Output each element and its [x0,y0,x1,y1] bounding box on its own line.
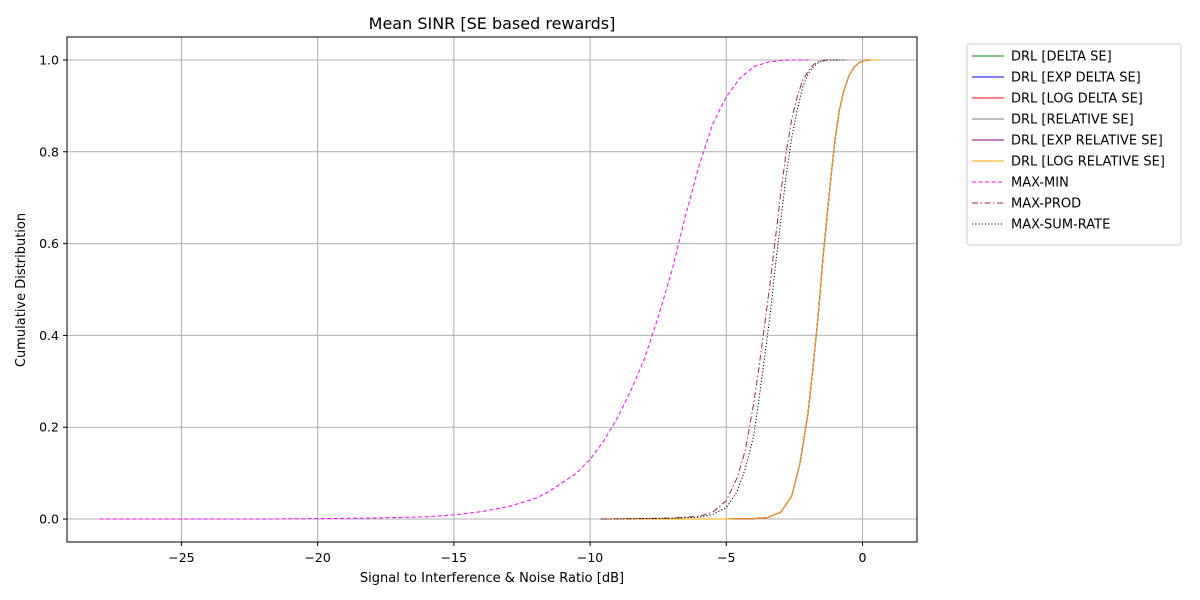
y-tick-label: 0.4 [39,328,59,343]
legend: DRL [DELTA SE] DRL [EXP DELTA SE] DRL [LOG… [966,43,1182,246]
legend-label: DRL [RELATIVE SE] [1011,113,1134,128]
legend-label: DRL [LOG RELATIVE SE] [1011,155,1165,170]
x-axis-label: Signal to Interference & Noise Ratio [dB… [360,571,624,586]
legend-label: MAX-PROD [1011,197,1081,212]
y-tick-label: 1.0 [39,52,59,67]
legend-label: DRL [EXP DELTA SE] [1011,71,1141,86]
y-tick-label: 0.0 [39,512,59,527]
series-line-2 [600,59,878,520]
plot-area-frame [66,36,918,543]
legend-label: DRL [DELTA SE] [1011,50,1112,65]
grid [67,37,917,542]
series-line-0 [600,59,878,520]
series-line-1 [600,59,878,520]
y-tick-label: 0.8 [39,144,59,159]
series-line-8 [600,59,847,520]
y-axis-label: Cumulative Distribution [14,213,29,367]
legend-label: DRL [EXP RELATIVE SE] [1011,134,1163,149]
series-line-6 [99,59,809,520]
legend-label: MAX-MIN [1011,176,1069,191]
x-tick-label: −15 [441,550,467,565]
series-line-4 [600,59,878,520]
legend-box [966,43,1182,246]
y-tick-label: 0.6 [39,236,59,251]
x-tick-label: 0 [859,550,867,565]
series-line-7 [600,59,838,520]
y-tick-label: 0.2 [39,420,59,435]
legend-label: MAX-SUM-RATE [1011,218,1110,233]
x-tick-label: −25 [168,550,194,565]
series-lines [99,59,879,520]
series-line-3 [600,59,878,520]
x-tick-label: −10 [577,550,603,565]
legend-label: DRL [LOG DELTA SE] [1011,92,1143,107]
x-tick-label: −20 [304,550,330,565]
series-line-5 [600,59,879,520]
x-tick-label: −5 [717,550,735,565]
axis-ticks: −25 −20 −15 −10 −5 0 0.0 0.2 0.4 0.6 0.8 1.0 [39,52,866,565]
chart-title: Mean SINR [SE based rewards] [369,14,616,33]
